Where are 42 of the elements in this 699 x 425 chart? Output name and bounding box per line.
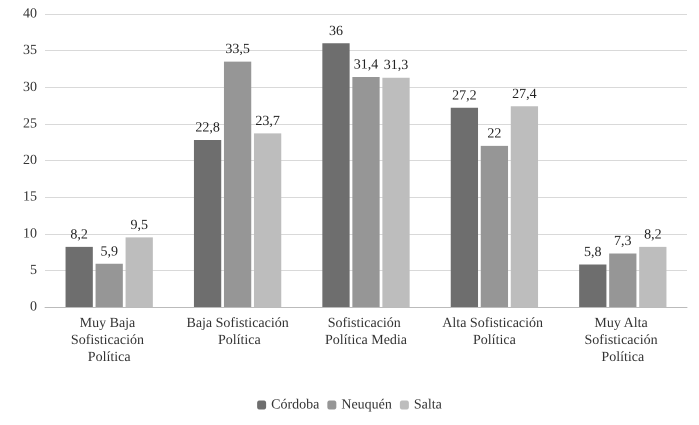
data-label: 5,9 (100, 244, 118, 260)
bar (96, 264, 123, 307)
legend-label: Córdoba (271, 398, 320, 412)
data-label: 8,2 (70, 227, 88, 242)
data-label: 22 (487, 126, 502, 142)
x-tick-label: Alta Sofisticación Política (442, 316, 546, 348)
bar (194, 140, 222, 307)
bar (66, 246, 93, 307)
y-tick-label: 20 (23, 153, 37, 168)
data-label: 27,4 (512, 86, 537, 102)
y-tick-label: 10 (23, 226, 37, 242)
data-label: 36 (328, 24, 343, 39)
y-tick-label: 15 (23, 190, 37, 205)
bar (480, 146, 508, 307)
data-label: 27,2 (452, 88, 477, 104)
y-tick-label: 0 (30, 300, 37, 314)
x-tick-label: Muy Baja Sofisticación Política (70, 316, 148, 365)
data-label: 22,8 (195, 120, 220, 136)
y-tick-label: 40 (23, 6, 37, 22)
data-label: 7,3 (614, 234, 632, 250)
bar (352, 76, 380, 307)
y-tick-label: 30 (23, 80, 37, 95)
data-label: 23,7 (255, 114, 280, 129)
bar (322, 43, 350, 307)
data-label: 31,3 (384, 58, 408, 74)
data-label: 9,5 (130, 218, 148, 233)
data-label: 8,2 (644, 227, 662, 242)
x-tick-label: Sofisticación Política Media (324, 316, 408, 348)
bar (450, 108, 478, 307)
legend-label: Salta (414, 398, 443, 412)
bar (224, 62, 252, 307)
data-label: 5,8 (584, 245, 602, 260)
bar (579, 264, 606, 307)
y-tick-label: 35 (23, 43, 37, 58)
data-label: 33,5 (225, 42, 250, 58)
x-tick-label: Baja Sofisticación Política (186, 316, 289, 348)
legend-label: Neuquén (341, 398, 392, 412)
y-tick-label: 25 (23, 116, 37, 132)
data-label: 31,4 (354, 57, 378, 72)
x-tick-label: Muy Alta Sofisticación Política (584, 316, 662, 365)
bar (609, 254, 636, 307)
y-tick-label: 5 (30, 262, 37, 278)
